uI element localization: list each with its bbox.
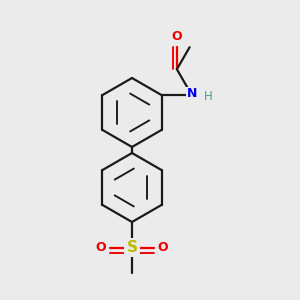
Text: S: S (127, 240, 137, 255)
Text: O: O (96, 241, 106, 254)
Text: O: O (158, 241, 168, 254)
Text: O: O (172, 30, 182, 43)
Text: H: H (204, 90, 213, 103)
Text: N: N (187, 87, 197, 100)
